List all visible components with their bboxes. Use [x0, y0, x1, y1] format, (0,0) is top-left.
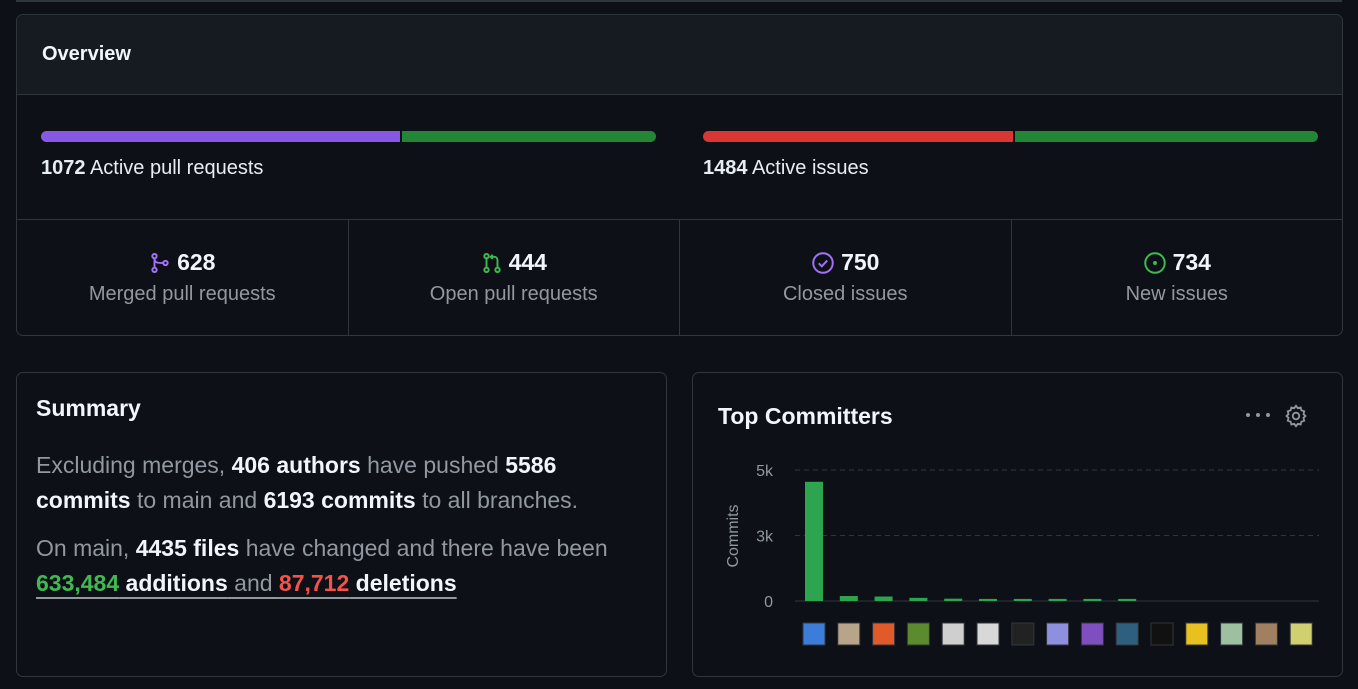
- diff-link[interactable]: 633,484 additions and 87,712 deletions: [36, 570, 457, 596]
- additions-word: additions: [119, 570, 228, 596]
- y-tick-label: 5k: [756, 463, 774, 480]
- top-committers-chart: 0 3k 5k Commits: [725, 463, 1319, 646]
- active-issues-text: Active issues: [751, 157, 869, 179]
- bar: [1048, 598, 1067, 601]
- overview-stats: 628 Merged pull requests 444 Open pull r…: [17, 220, 1342, 335]
- closed-segment: [703, 131, 1013, 142]
- open-segment: [402, 131, 656, 142]
- closed-issues-label: Closed issues: [782, 283, 908, 305]
- active-issues-label: 1484 Active issues: [703, 157, 1318, 180]
- issue-opened-icon: [1143, 251, 1166, 274]
- committer-avatar: [1220, 622, 1244, 646]
- summary-text: and: [227, 570, 279, 596]
- overview-header: Overview: [17, 15, 1342, 95]
- summary-files-text: On main, 4435 files have changed and the…: [36, 531, 647, 601]
- bar: [805, 481, 823, 601]
- active-pull-requests-count: 1072: [41, 157, 86, 179]
- closed-issues-count: 750: [841, 249, 880, 275]
- issues-bar: [703, 131, 1318, 142]
- stat-merged-pull-requests[interactable]: 628 Merged pull requests: [17, 220, 349, 335]
- issue-closed-icon: [812, 251, 834, 274]
- committer-avatar: [837, 622, 861, 646]
- deletions-count: 87,712: [278, 570, 350, 596]
- new-issues-count: 734: [1172, 249, 1211, 275]
- summary-text: have changed and there have been: [239, 535, 608, 561]
- summary-text: to main and: [130, 487, 264, 513]
- summary-panel: Summary Excluding merges, 406 authors ha…: [16, 372, 667, 677]
- deletions-word: deletions: [349, 570, 457, 596]
- open-pr-count: 444: [508, 249, 547, 275]
- committer-avatar: [976, 622, 1000, 646]
- files-count: 4435 files: [135, 535, 240, 561]
- bar: [979, 598, 997, 601]
- active-pull-requests-label: 1072 Active pull requests: [41, 157, 656, 180]
- committer-avatar: [1254, 622, 1278, 646]
- bar: [909, 597, 928, 601]
- top-committers-title: Top Committers: [718, 403, 893, 429]
- overview-title: Overview: [42, 43, 131, 65]
- authors-count: 406 authors: [231, 452, 361, 478]
- new-issues-label: New issues: [1125, 283, 1228, 305]
- pull-requests-bar: [41, 131, 656, 142]
- overview-panel: Overview 1072 Active pull requests 1484 …: [16, 14, 1343, 336]
- committer-avatar: [1115, 622, 1139, 646]
- bar: [1083, 598, 1102, 601]
- committer-avatar: [1080, 622, 1104, 646]
- stat-closed-issues[interactable]: 750 Closed issues: [680, 220, 1012, 335]
- summary-text: Excluding merges,: [36, 452, 232, 478]
- kebab-horizontal-icon[interactable]: [1243, 403, 1273, 427]
- top-committers-panel: Top Committers 0 3k 5k Commits: [692, 372, 1343, 677]
- summary-commits-text: Excluding merges, 406 authors have pushe…: [36, 448, 647, 518]
- issues-summary[interactable]: 1484 Active issues: [703, 131, 1318, 180]
- committer-avatar: [802, 622, 826, 646]
- overview-bars: 1072 Active pull requests 1484 Active is…: [17, 95, 1342, 220]
- bar: [944, 598, 963, 601]
- merged-count: 628: [177, 249, 216, 275]
- gear-icon[interactable]: [1284, 404, 1308, 428]
- y-tick-label: 0: [764, 594, 773, 611]
- bar: [839, 596, 858, 601]
- committer-avatar: [1185, 622, 1209, 646]
- committer-avatar: [1046, 622, 1070, 646]
- summary-title: Summary: [36, 395, 141, 421]
- stat-open-pull-requests[interactable]: 444 Open pull requests: [349, 220, 680, 335]
- open-pr-label: Open pull requests: [429, 283, 598, 305]
- merged-label: Merged pull requests: [88, 283, 276, 305]
- bar: [1013, 598, 1032, 601]
- merged-icon: [151, 252, 169, 273]
- active-issues-count: 1484: [703, 157, 748, 179]
- additions-count: 633,484: [36, 570, 120, 596]
- committer-avatar: [872, 622, 896, 646]
- main-commits-count: 5586 commits: [36, 452, 557, 513]
- summary-text: to all branches.: [415, 487, 579, 513]
- committer-avatar: [1289, 622, 1313, 646]
- new-segment: [1014, 131, 1318, 142]
- y-axis-label: Commits: [725, 504, 742, 567]
- bar: [1118, 598, 1137, 601]
- committer-avatar: [941, 622, 965, 646]
- committer-avatar: [1011, 622, 1035, 646]
- top-divider: [16, 0, 1342, 2]
- pull-requests-summary[interactable]: 1072 Active pull requests: [41, 131, 656, 180]
- bar: [874, 596, 893, 601]
- committer-avatar: [1150, 622, 1174, 646]
- all-commits-count: 6193 commits: [263, 487, 416, 513]
- pull-request-icon: [482, 252, 501, 273]
- summary-text: have pushed: [360, 452, 506, 478]
- merged-segment: [41, 131, 401, 142]
- active-pull-requests-text: Active pull requests: [89, 157, 264, 179]
- committer-avatar: [906, 622, 930, 646]
- summary-text: On main,: [36, 535, 136, 561]
- y-tick-label: 3k: [756, 529, 774, 546]
- stat-new-issues[interactable]: 734 New issues: [1012, 220, 1343, 335]
